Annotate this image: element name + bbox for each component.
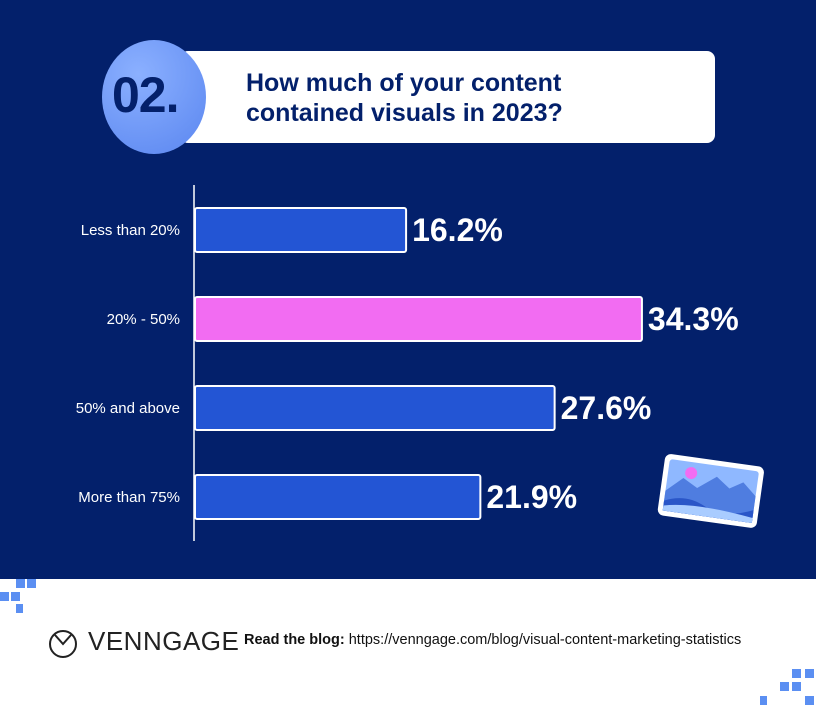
bar <box>194 474 482 520</box>
category-label: 20% - 50% <box>107 311 180 328</box>
bar <box>194 385 556 431</box>
decor-square <box>760 696 767 705</box>
venngage-logo-icon <box>49 630 77 658</box>
value-label: 34.3% <box>648 301 739 337</box>
brand-name: VENNGAGE <box>88 626 240 656</box>
decor-square <box>27 579 36 588</box>
decor-square <box>16 604 23 613</box>
decor-square <box>792 669 801 678</box>
decor-square <box>0 592 9 601</box>
decor-square <box>780 682 789 691</box>
question-box <box>180 51 715 143</box>
question-title: How much of your content contained visua… <box>246 69 563 127</box>
decor-square <box>792 682 801 691</box>
value-label: 27.6% <box>561 390 652 426</box>
bar <box>194 296 643 342</box>
blog-url[interactable]: https://venngage.com/blog/visual-content… <box>348 632 742 648</box>
bar <box>194 207 408 253</box>
decor-square <box>11 592 20 601</box>
value-label: 16.2% <box>412 212 503 248</box>
category-label: More than 75% <box>78 489 180 506</box>
blog-link[interactable]: Read the blog: https://venngage.com/blog… <box>244 632 741 648</box>
category-label: 50% and above <box>76 400 180 417</box>
bar-chart: Less than 20% 16.2% 20% - 50% 34.3% 50% and … <box>76 185 739 541</box>
decor-square <box>16 579 25 588</box>
image-icon <box>657 454 764 528</box>
decor-square <box>805 696 814 705</box>
blog-label: Read the blog: <box>244 632 345 648</box>
number-badge <box>102 40 206 154</box>
value-label: 21.9% <box>486 479 577 515</box>
decor-square <box>805 669 814 678</box>
question-number: 02. <box>112 67 180 123</box>
category-label: Less than 20% <box>81 222 180 239</box>
